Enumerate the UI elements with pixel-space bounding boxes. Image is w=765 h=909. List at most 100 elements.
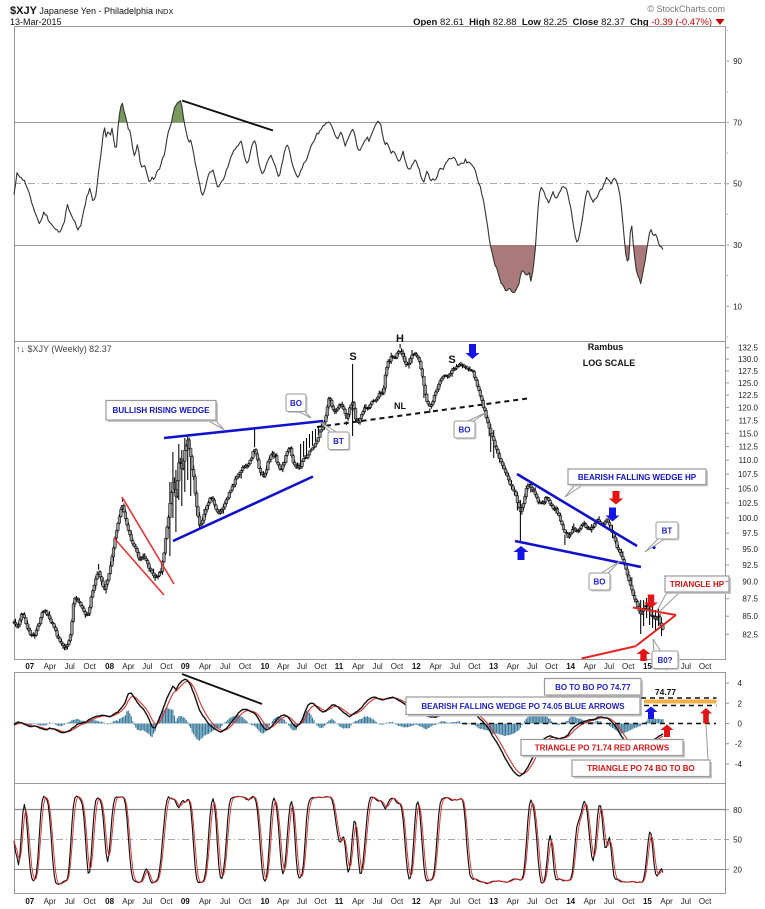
svg-text:Oct: Oct — [83, 662, 96, 671]
svg-text:50: 50 — [733, 180, 742, 189]
svg-text:Open 82.61 High 82.88 Low 82: Open 82.61 High 82.88 Low 82.25 Close 82… — [413, 17, 712, 28]
svg-text:09: 09 — [181, 662, 190, 671]
svg-text:Apr: Apr — [44, 662, 57, 671]
svg-text:08: 08 — [105, 897, 114, 906]
svg-text:Apr: Apr — [277, 897, 290, 906]
svg-text:Apr: Apr — [507, 897, 520, 906]
svg-text:2: 2 — [738, 699, 743, 708]
svg-text:90.0: 90.0 — [742, 578, 758, 587]
svg-text:TRIANGLE HP: TRIANGLE HP — [670, 580, 725, 589]
svg-text:10: 10 — [260, 662, 269, 671]
svg-text:Apr: Apr — [584, 897, 597, 906]
svg-text:13: 13 — [489, 897, 498, 906]
svg-text:$XJY Japanese Yen - Philadelph: $XJY Japanese Yen - Philadelphia INDX — [10, 5, 173, 17]
svg-text:Oct: Oct — [545, 662, 558, 671]
svg-text:Oct: Oct — [160, 662, 173, 671]
svg-text:80: 80 — [733, 806, 742, 815]
svg-text:95.0: 95.0 — [742, 545, 758, 554]
svg-text:125.0: 125.0 — [738, 379, 759, 388]
svg-text:82.5: 82.5 — [742, 630, 758, 639]
svg-text:Jul: Jul — [220, 897, 230, 906]
svg-text:Apr: Apr — [122, 662, 135, 671]
svg-text:74.77: 74.77 — [655, 687, 677, 697]
svg-text:-2: -2 — [735, 740, 743, 749]
svg-text:105.0: 105.0 — [738, 484, 759, 493]
svg-text:14: 14 — [566, 897, 575, 906]
svg-text:Oct: Oct — [699, 897, 712, 906]
svg-text:Oct: Oct — [391, 662, 404, 671]
svg-text:Jul: Jul — [681, 897, 691, 906]
svg-text:Jul: Jul — [372, 897, 382, 906]
svg-text:15: 15 — [643, 662, 652, 671]
svg-text:97.5: 97.5 — [742, 529, 758, 538]
svg-text:-4: -4 — [735, 760, 743, 769]
svg-text:10: 10 — [733, 302, 742, 311]
svg-text:H: H — [396, 333, 404, 345]
svg-text:13-Mar-2015: 13-Mar-2015 — [10, 17, 62, 27]
svg-text:Jul: Jul — [372, 662, 382, 671]
svg-text:Apr: Apr — [277, 662, 290, 671]
svg-text:Jul: Jul — [604, 662, 614, 671]
svg-text:Oct: Oct — [622, 897, 635, 906]
svg-text:Jul: Jul — [527, 662, 537, 671]
svg-text:Jul: Jul — [65, 662, 75, 671]
svg-text:Apr: Apr — [199, 897, 212, 906]
svg-text:Oct: Oct — [545, 897, 558, 906]
svg-text:14: 14 — [566, 662, 575, 671]
svg-text:11: 11 — [335, 897, 344, 906]
svg-text:TRIANGLE PO 74 BO TO BO: TRIANGLE PO 74 BO TO BO — [587, 764, 694, 773]
svg-text:Oct: Oct — [391, 897, 404, 906]
svg-text:11: 11 — [335, 662, 344, 671]
svg-text:Oct: Oct — [239, 662, 252, 671]
svg-text:4: 4 — [738, 679, 743, 688]
svg-text:50: 50 — [733, 836, 742, 845]
svg-text:87.5: 87.5 — [742, 595, 758, 604]
svg-text:BO TO BO PO 74.77: BO TO BO PO 74.77 — [555, 683, 631, 692]
svg-text:130.0: 130.0 — [738, 355, 759, 364]
svg-text:Rambus: Rambus — [588, 342, 624, 352]
svg-text:Oct: Oct — [314, 897, 327, 906]
svg-text:S: S — [349, 351, 356, 363]
svg-text:© StockCharts.com: © StockCharts.com — [647, 4, 725, 14]
svg-text:Jul: Jul — [450, 897, 460, 906]
svg-text:B0?: B0? — [657, 656, 672, 665]
svg-text:Oct: Oct — [160, 897, 173, 906]
svg-text:Apr: Apr — [429, 897, 442, 906]
svg-text:BO: BO — [459, 426, 471, 435]
svg-text:30: 30 — [733, 241, 742, 250]
svg-text:110.0: 110.0 — [739, 456, 759, 465]
svg-text:85.0: 85.0 — [742, 612, 758, 621]
svg-text:Jul: Jul — [297, 897, 307, 906]
svg-text:12: 12 — [412, 662, 421, 671]
svg-text:90: 90 — [733, 57, 742, 66]
svg-text:Apr: Apr — [122, 897, 135, 906]
svg-text:BO: BO — [594, 578, 606, 587]
svg-text:BT: BT — [662, 527, 673, 536]
svg-text:13: 13 — [489, 662, 498, 671]
svg-text:Jul: Jul — [65, 897, 75, 906]
svg-text:Oct: Oct — [468, 662, 481, 671]
svg-text:Jul: Jul — [142, 662, 152, 671]
svg-text:0: 0 — [738, 720, 743, 729]
svg-text:09: 09 — [181, 897, 190, 906]
svg-text:Oct: Oct — [314, 662, 327, 671]
svg-text:Oct: Oct — [468, 897, 481, 906]
svg-text:Apr: Apr — [429, 662, 442, 671]
svg-text:Oct: Oct — [699, 662, 712, 671]
svg-text:Apr: Apr — [44, 897, 57, 906]
svg-text:15: 15 — [643, 897, 652, 906]
svg-text:Apr: Apr — [199, 662, 212, 671]
svg-text:127.5: 127.5 — [738, 367, 759, 376]
svg-text:Oct: Oct — [83, 897, 96, 906]
svg-text:BEARISH FALLING WEDGE HP: BEARISH FALLING WEDGE HP — [578, 473, 697, 482]
svg-text:Jul: Jul — [297, 662, 307, 671]
svg-text:BT: BT — [333, 437, 344, 446]
svg-text:TRIANGLE PO 71.74 RED ARROWS: TRIANGLE PO 71.74 RED ARROWS — [535, 744, 670, 753]
svg-text:07: 07 — [25, 897, 34, 906]
svg-text:↑↓ $XJY (Weekly) 82.37: ↑↓ $XJY (Weekly) 82.37 — [16, 344, 112, 354]
svg-text:Oct: Oct — [622, 662, 635, 671]
svg-text:Apr: Apr — [352, 662, 365, 671]
svg-text:122.5: 122.5 — [738, 391, 759, 400]
svg-text:70: 70 — [733, 118, 742, 127]
svg-text:117.5: 117.5 — [739, 416, 759, 425]
